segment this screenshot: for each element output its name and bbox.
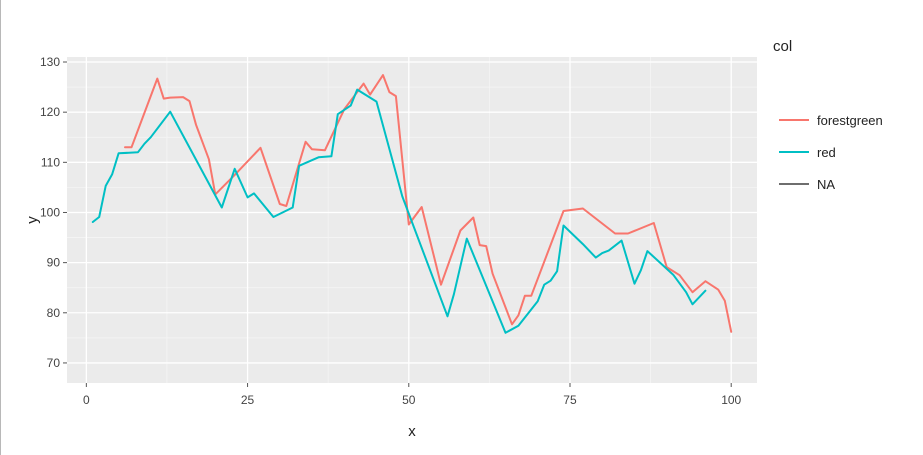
legend-label-forestgreen: forestgreen [817,113,883,128]
x-tick-label: 25 [241,393,255,407]
x-axis-title: x [408,423,416,440]
window-left-border [0,0,1,455]
y-tick-label: 90 [47,256,61,270]
x-tick-label: 100 [721,393,741,407]
x-tick-label: 0 [83,393,90,407]
y-axis-title: y [24,216,41,224]
minor-grid [67,57,757,383]
y-tick-label: 110 [41,155,60,169]
y-tick-label: 100 [40,205,60,219]
legend-label-na: NA [817,177,835,192]
series-line-red [91,88,707,334]
x-tick-label: 75 [563,393,577,407]
y-tick-label: 120 [40,105,60,119]
series-line-forestgreen [124,74,733,333]
y-tick-label: 70 [47,356,61,370]
major-grid [67,57,757,383]
legend-label-red: red [817,145,836,160]
axes: 0 25 50 75 100 70 80 90 100 110 120 130 [40,55,742,407]
legend: col forestgreen red NA [773,38,883,192]
y-tick-label: 80 [47,306,61,320]
legend-title: col [773,38,792,55]
x-tick-label: 50 [402,393,416,407]
y-tick-label: 130 [40,55,60,69]
series-lines [91,74,733,334]
